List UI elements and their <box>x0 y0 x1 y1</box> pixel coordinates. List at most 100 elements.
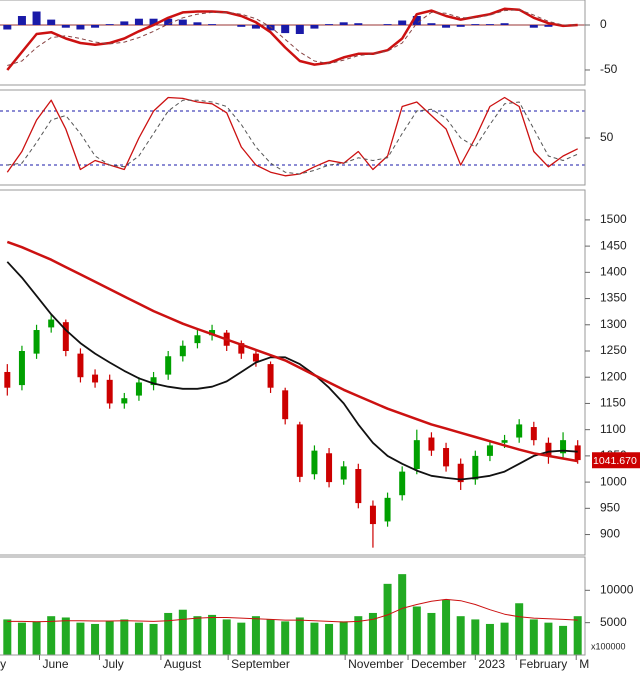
line-series <box>7 598 578 623</box>
histogram-bar <box>266 25 275 31</box>
candle-body <box>238 343 245 354</box>
histogram-bar <box>237 25 246 27</box>
volume-bar <box>544 622 553 655</box>
candle-body <box>267 364 274 388</box>
volume-bar <box>222 619 231 655</box>
volume-bar <box>354 616 363 655</box>
histogram-bar <box>544 25 553 27</box>
histogram-bar <box>208 24 217 26</box>
histogram-bar <box>383 24 392 26</box>
histogram-bar <box>281 25 290 34</box>
histogram-bar <box>412 16 421 26</box>
volume-bar <box>559 625 568 655</box>
volume-bar <box>368 612 377 655</box>
x-tick-label: July <box>102 657 123 671</box>
line-series <box>6 240 578 463</box>
panel-frame <box>0 0 586 86</box>
volume-bar <box>91 623 100 655</box>
candle-body <box>282 390 289 420</box>
volume-bar <box>500 622 509 655</box>
candle-body <box>296 424 303 477</box>
x-tick-label: 2023 <box>478 657 505 671</box>
histogram-bar <box>47 19 56 26</box>
candle-body <box>413 440 420 469</box>
y-tick-label: -50 <box>600 62 618 76</box>
last-price-label: 1041.670 <box>593 455 637 467</box>
candle-body <box>252 353 259 362</box>
panel-frame <box>0 189 586 556</box>
candle-body <box>48 319 55 328</box>
candle-body <box>62 322 69 351</box>
y-tick-label: 900 <box>600 527 620 541</box>
histogram-bar <box>471 24 480 26</box>
histogram-bar <box>456 25 465 27</box>
y-tick-label: 1250 <box>600 343 627 357</box>
panel-1 <box>0 96 585 177</box>
volume-bar <box>456 616 465 655</box>
histogram-bar <box>17 16 26 26</box>
candle-body <box>194 335 201 344</box>
volume-bar <box>149 623 158 655</box>
x-tick-label: February <box>519 657 567 671</box>
y-tick-label: 1300 <box>600 317 627 331</box>
y-tick-label: 1150 <box>600 396 626 410</box>
y-tick-label: 1000 <box>600 474 627 488</box>
y-tick-label: 1400 <box>600 265 627 279</box>
x-tick-label: June <box>42 657 68 671</box>
panel-3 <box>3 574 582 655</box>
candle-body <box>560 440 567 454</box>
candle-body <box>355 468 362 504</box>
x-tick-label: November <box>348 657 403 671</box>
candle-body <box>179 345 186 357</box>
histogram-bar <box>61 25 70 28</box>
volume-unit: x100000 <box>591 641 626 651</box>
volume-bar <box>427 612 436 655</box>
candle-body <box>326 453 333 483</box>
volume-bar <box>339 621 348 655</box>
volume-bar <box>251 616 260 655</box>
volume-bar <box>266 619 275 655</box>
candle-body <box>428 437 435 451</box>
panel-frame <box>0 556 586 656</box>
volume-bar <box>105 621 114 655</box>
volume-bar <box>398 574 407 655</box>
histogram-bar <box>149 18 158 26</box>
volume-bar <box>47 616 56 655</box>
histogram-bar <box>134 18 143 26</box>
x-tick-label: August <box>164 657 202 671</box>
y-tick-label: 1350 <box>600 291 627 305</box>
histogram-bar <box>120 21 129 26</box>
line-series <box>7 9 578 66</box>
candle-body <box>530 427 537 441</box>
candle-body <box>4 371 11 388</box>
volume-bar <box>485 623 494 655</box>
line-series <box>7 99 578 175</box>
candle-body <box>384 497 391 522</box>
candle-body <box>150 377 157 386</box>
line-series <box>6 7 578 71</box>
volume-bar <box>310 622 319 655</box>
volume-bar <box>383 583 392 655</box>
y-tick-label: 10000 <box>600 582 634 596</box>
volume-bar <box>442 600 451 655</box>
volume-bar <box>193 616 202 655</box>
candle-body <box>545 442 552 456</box>
volume-bar <box>76 622 85 655</box>
panel-frame <box>0 89 586 186</box>
line-series <box>6 261 578 481</box>
candle-body <box>472 455 479 480</box>
candle-body <box>18 350 25 386</box>
histogram-bar <box>164 18 173 26</box>
line-series <box>6 96 578 177</box>
candle-body <box>369 505 376 525</box>
y-tick-label: 1450 <box>600 238 627 252</box>
histogram-bar <box>251 25 260 29</box>
histogram-bar <box>442 25 451 28</box>
candle-body <box>92 374 99 383</box>
x-tick-label: M <box>579 657 589 671</box>
candle-body <box>501 440 508 443</box>
histogram-bar <box>193 22 202 26</box>
volume-bar <box>208 614 217 655</box>
histogram-bar <box>398 20 407 26</box>
